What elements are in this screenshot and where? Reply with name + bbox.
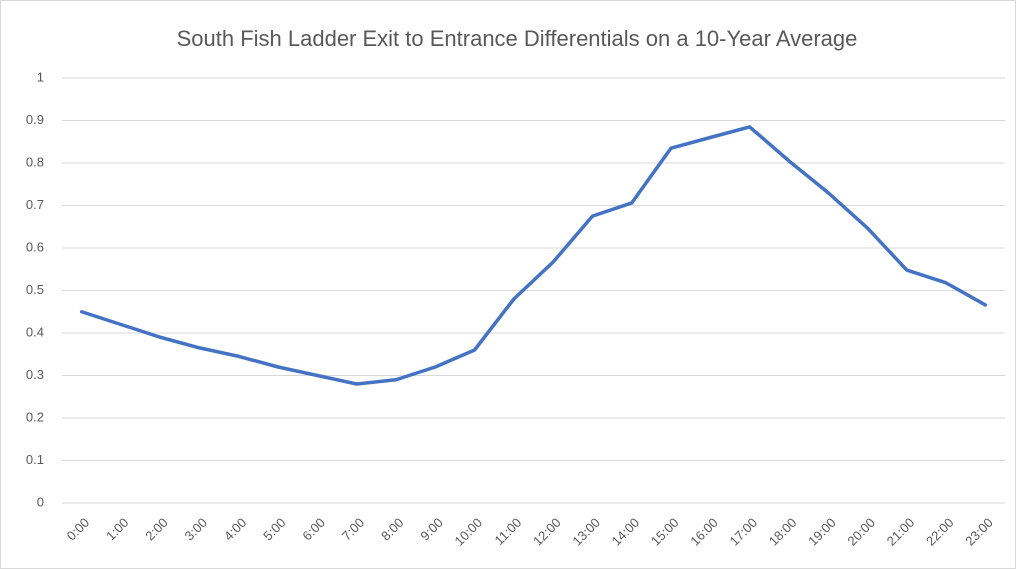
y-tick-label: 0.4 (26, 324, 44, 339)
y-tick-label: 0.1 (26, 452, 44, 467)
y-tick-label: 0.3 (26, 367, 44, 382)
y-tick-label: 0.7 (26, 197, 44, 212)
y-tick-label: 0.2 (26, 409, 44, 424)
y-tick-label: 0.9 (26, 112, 44, 127)
y-tick-label: 0.6 (26, 239, 44, 254)
y-tick-label: 0 (37, 494, 44, 509)
y-tick-label: 0.8 (26, 154, 44, 169)
chart-title: South Fish Ladder Exit to Entrance Diffe… (177, 26, 858, 51)
y-tick-label: 0.5 (26, 282, 44, 297)
line-series (79, 125, 988, 386)
grid (62, 77, 1005, 504)
plot (79, 125, 988, 386)
y-tick-label: 1 (37, 69, 44, 84)
